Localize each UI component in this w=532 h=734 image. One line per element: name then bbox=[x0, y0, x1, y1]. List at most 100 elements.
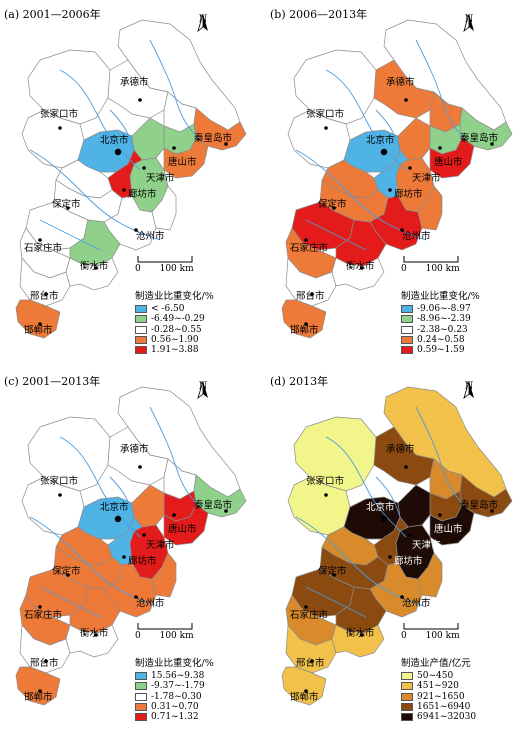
city-label-beijing: 北京市 bbox=[366, 135, 395, 146]
legend-label: 0.24~0.58 bbox=[417, 334, 465, 345]
legend-label: 1.91~3.88 bbox=[151, 344, 199, 355]
river-line bbox=[59, 436, 141, 538]
city-dot bbox=[134, 595, 138, 599]
region-hengshui-s bbox=[65, 257, 119, 291]
city-dot bbox=[94, 266, 98, 270]
region-handan bbox=[15, 299, 61, 339]
legend-swatch bbox=[135, 325, 147, 334]
river-line bbox=[325, 436, 407, 538]
legend-label: -6.49~-0.29 bbox=[151, 314, 205, 325]
legend-swatch bbox=[401, 315, 413, 324]
legend: 制造业比重变化/% -9.06~-8.97 -8.96~-2.39 -2.38~0.… bbox=[401, 291, 480, 355]
city-dot bbox=[490, 509, 494, 513]
region-tangshan bbox=[429, 504, 475, 546]
city-dot bbox=[304, 689, 308, 693]
scale-zero: 0 bbox=[135, 631, 141, 641]
river-line bbox=[39, 586, 101, 618]
north-arrow-icon bbox=[197, 14, 208, 32]
city-label-cangzhou: 沧州市 bbox=[402, 598, 431, 609]
scale-bar-line bbox=[137, 623, 193, 630]
city-label-cangzhou: 沧州市 bbox=[402, 231, 431, 242]
city-dot bbox=[304, 238, 308, 242]
city-dot bbox=[360, 633, 364, 637]
city-label-langfang: 廊坊市 bbox=[128, 189, 157, 200]
city-dot bbox=[404, 465, 408, 469]
legend-item: -8.96~-2.39 bbox=[401, 314, 480, 324]
legend-item: 0.59~1.59 bbox=[401, 345, 480, 355]
region-layer bbox=[281, 386, 513, 706]
city-dot bbox=[438, 513, 442, 517]
region-handan bbox=[281, 666, 327, 706]
legend-item: 0.24~0.58 bbox=[401, 335, 480, 345]
region-cangzhou-e bbox=[417, 552, 443, 598]
map-panel-3: (c) 2001—2013年 N 0 100 km 制造业比重变化/% 15.5… bbox=[0, 367, 266, 734]
city-dot bbox=[388, 188, 392, 192]
city-dot-layer bbox=[304, 465, 494, 693]
legend-swatch bbox=[401, 672, 413, 681]
legend-swatch bbox=[135, 713, 147, 722]
city-label-zhangjiakou: 张家口市 bbox=[306, 476, 345, 487]
legend-swatch bbox=[401, 702, 413, 711]
city-dot bbox=[122, 555, 126, 559]
scale-bar-line bbox=[403, 623, 459, 630]
city-dot bbox=[490, 142, 494, 146]
city-label-handan: 邯郸市 bbox=[24, 325, 53, 336]
legend: 制造业比重变化/% < -6.50 -6.49~-0.29 -0.28~0.55 0.… bbox=[135, 291, 214, 355]
river-line bbox=[415, 406, 467, 508]
legend: 制造业产值/亿元 50~450 451~920 921~1650 1651~6940 6… bbox=[401, 658, 477, 722]
city-dot bbox=[172, 146, 176, 150]
city-dot-layer bbox=[38, 465, 228, 693]
legend-item: 15.56~9.38 bbox=[135, 671, 214, 681]
north-arrow-icon bbox=[463, 381, 474, 399]
city-dot bbox=[38, 689, 42, 693]
legend: 制造业比重变化/% 15.56~9.38 -9.37~-1.79 -1.78~0.3… bbox=[135, 658, 214, 722]
legend-label: 6941~32030 bbox=[417, 711, 477, 722]
city-label-hengshui: 衡水市 bbox=[346, 261, 375, 272]
city-label-hengshui: 衡水市 bbox=[80, 261, 109, 272]
city-dot bbox=[44, 659, 48, 663]
city-dot bbox=[44, 292, 48, 296]
scale-bar: 0 100 km bbox=[401, 623, 460, 641]
city-dot bbox=[94, 633, 98, 637]
legend-swatch bbox=[135, 702, 147, 711]
legend-label: -9.37~-1.79 bbox=[151, 681, 205, 692]
city-label-qinhuangdao: 秦皇岛市 bbox=[460, 500, 499, 511]
legend-label: < -6.50 bbox=[151, 304, 185, 315]
legend-item: 0.71~1.32 bbox=[135, 712, 214, 722]
city-dot bbox=[408, 166, 412, 170]
river-layer bbox=[29, 39, 201, 251]
city-label-xingtai: 邢台市 bbox=[296, 658, 325, 669]
scale-bar-line bbox=[403, 256, 459, 263]
city-label-langfang: 廊坊市 bbox=[394, 556, 423, 567]
city-label-handan: 邯郸市 bbox=[290, 692, 319, 703]
city-label-baoding: 保定市 bbox=[52, 566, 81, 577]
city-label-shijiazhuang: 石家庄市 bbox=[290, 610, 329, 621]
city-label-chengde: 承德市 bbox=[120, 77, 149, 88]
panel-title: (c) 2001—2013年 bbox=[4, 375, 101, 388]
legend-rows: < -6.50 -6.49~-0.29 -0.28~0.55 0.56~1.90 1.9… bbox=[135, 304, 214, 355]
city-dot bbox=[400, 228, 404, 232]
region-cangzhou bbox=[369, 562, 423, 618]
river-line bbox=[305, 586, 367, 618]
river-line bbox=[305, 219, 367, 251]
city-label-cangzhou: 沧州市 bbox=[136, 598, 165, 609]
legend-label: 15.56~9.38 bbox=[151, 671, 205, 682]
scale-label: 100 km bbox=[159, 264, 194, 274]
north-arrow-icon bbox=[197, 381, 208, 399]
city-dot bbox=[404, 98, 408, 102]
legend-label: -9.06~-8.97 bbox=[417, 304, 471, 315]
north-arrow-icon bbox=[463, 14, 474, 32]
region-zhangjiakou-west bbox=[293, 416, 377, 492]
legend-swatch bbox=[401, 305, 413, 314]
city-dot bbox=[310, 659, 314, 663]
city-label-tangshan: 唐山市 bbox=[168, 157, 197, 168]
legend-label: 1651~6940 bbox=[417, 701, 471, 712]
legend-item: < -6.50 bbox=[135, 304, 214, 314]
region-xingtai bbox=[285, 257, 337, 307]
city-dot bbox=[224, 509, 228, 513]
legend-title: 制造业产值/亿元 bbox=[401, 658, 471, 669]
city-dot bbox=[324, 493, 328, 497]
map-panel-4: (d) 2013年 N 0 100 km 制造业产值/亿元 50~450451~… bbox=[266, 367, 532, 734]
city-label-langfang: 廊坊市 bbox=[394, 189, 423, 200]
region-hengshui-s bbox=[331, 624, 385, 658]
